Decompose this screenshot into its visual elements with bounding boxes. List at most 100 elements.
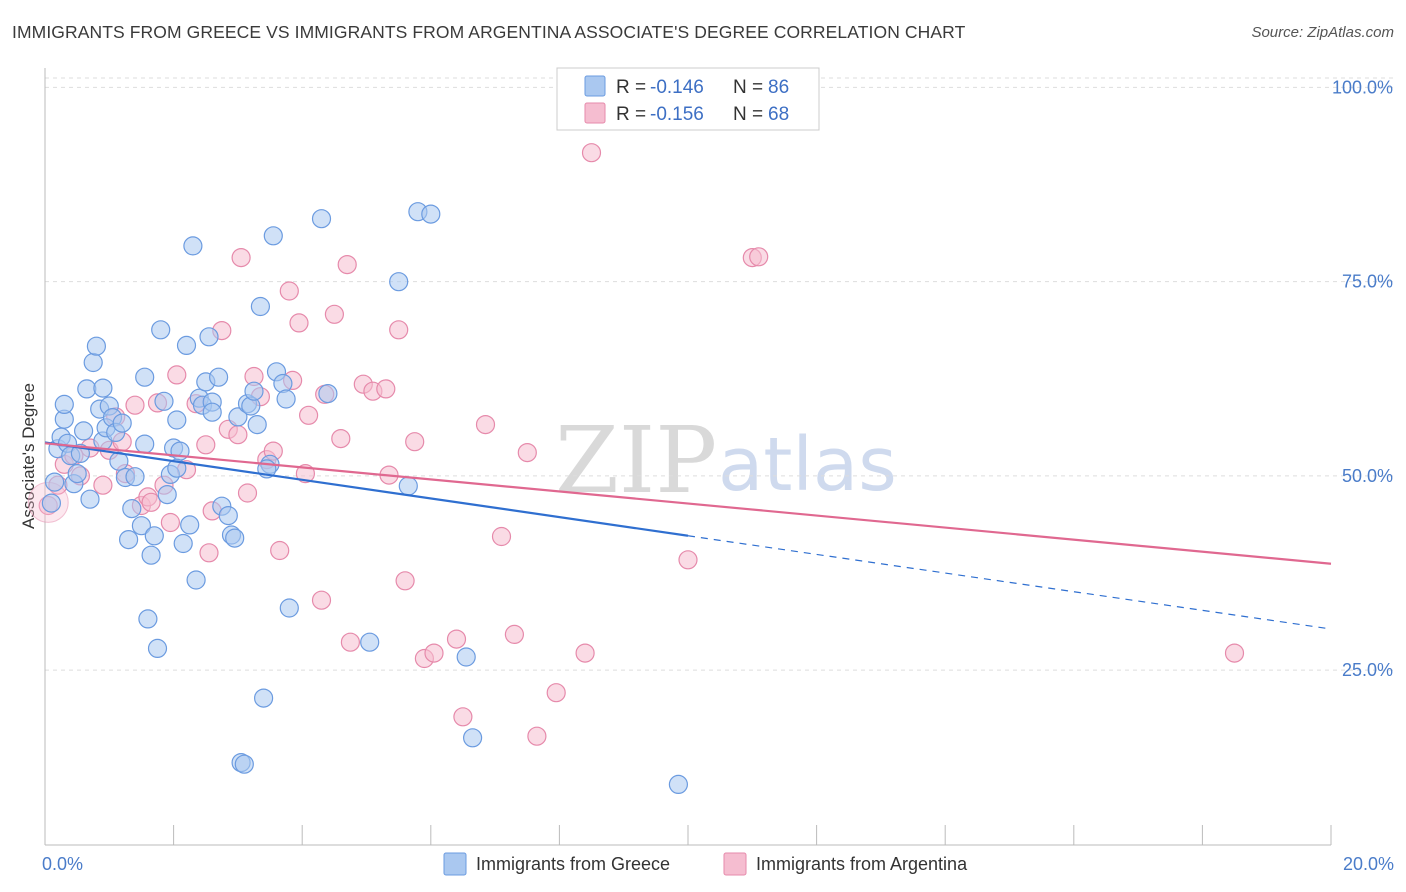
argentina-point-44 bbox=[340, 632, 360, 652]
greece-point-43 bbox=[183, 236, 203, 256]
watermark-zip: ZIP bbox=[555, 407, 717, 514]
legend-n-value-greece: 86 bbox=[768, 77, 789, 98]
y-tick-label-75: 75.0% bbox=[1342, 272, 1393, 292]
greece-point-41 bbox=[176, 335, 197, 355]
greece-point-80 bbox=[54, 394, 74, 414]
y-tick-label-100: 100.0% bbox=[1332, 77, 1393, 97]
source-credit: Source: ZipAtlas.com bbox=[1251, 24, 1394, 41]
argentina-point-61 bbox=[546, 683, 566, 703]
argentina-point-11 bbox=[125, 395, 145, 415]
greece-point-44 bbox=[186, 570, 206, 590]
argentina-point-36 bbox=[289, 313, 309, 333]
argentina-point-50 bbox=[395, 571, 415, 591]
legend-swatch-greece bbox=[584, 75, 606, 97]
y-tick-label-25: 25.0% bbox=[1342, 660, 1393, 680]
argentina-point-21 bbox=[196, 435, 216, 455]
series-legend-swatch-argentina bbox=[723, 852, 747, 876]
argentina-point-51 bbox=[405, 432, 425, 452]
greece-point-34 bbox=[154, 391, 174, 411]
argentina-point-38 bbox=[299, 405, 319, 425]
argentina-point-56 bbox=[475, 415, 496, 435]
y-tick-label-50: 50.0% bbox=[1342, 466, 1393, 486]
greece-point-82 bbox=[202, 402, 222, 422]
argentina-point-27 bbox=[231, 248, 251, 268]
series-legend-label-greece: Immigrants from Greece bbox=[476, 854, 670, 874]
legend-n-value-argentina: 68 bbox=[768, 104, 789, 125]
greece-point-63 bbox=[254, 688, 274, 708]
y-axis-label: Associate's Degree bbox=[19, 383, 38, 529]
series-legend: Immigrants from Greece Immigrants from A… bbox=[443, 852, 968, 876]
greece-point-71 bbox=[318, 384, 338, 404]
x-tick-label-min: 0.0% bbox=[42, 854, 83, 874]
greece-point-31 bbox=[144, 526, 164, 546]
argentina-point-66 bbox=[749, 247, 769, 267]
greece-point-25 bbox=[122, 499, 142, 519]
y-tick-labels: 25.0% 50.0% 75.0% 100.0% bbox=[1332, 77, 1393, 680]
argentina-point-17 bbox=[160, 512, 180, 533]
greece-point-61 bbox=[247, 415, 267, 435]
greece-point-29 bbox=[138, 609, 158, 629]
greece-trend-line bbox=[44, 441, 689, 537]
argentina-point-64 bbox=[678, 550, 698, 570]
greece-point-81 bbox=[135, 434, 155, 454]
legend-n-label-argentina: N = bbox=[733, 104, 768, 125]
legend-n-label-greece: N = bbox=[733, 77, 768, 98]
argentina-point-18 bbox=[167, 365, 187, 385]
legend-r-label-argentina: R = bbox=[616, 104, 651, 125]
argentina-point-63 bbox=[581, 143, 602, 163]
greece-point-52 bbox=[218, 505, 238, 526]
greece-point-1 bbox=[44, 472, 65, 492]
x-tick-label-max: 20.0% bbox=[1343, 854, 1394, 874]
greece-point-26 bbox=[125, 467, 145, 487]
greece-point-84 bbox=[93, 378, 113, 398]
greece-point-10 bbox=[73, 421, 94, 441]
argentina-point-39 bbox=[311, 590, 332, 610]
argentina-point-28 bbox=[237, 483, 258, 503]
argentina-point-67 bbox=[1224, 643, 1245, 663]
argentina-point-47 bbox=[376, 379, 396, 399]
greece-point-42 bbox=[180, 515, 200, 535]
greece-point-28 bbox=[135, 367, 155, 387]
x-ticks bbox=[44, 825, 1332, 845]
greece-point-57 bbox=[234, 754, 254, 774]
argentina-point-58 bbox=[504, 624, 525, 645]
greece-point-74 bbox=[398, 476, 418, 496]
argentina-point-42 bbox=[331, 429, 351, 449]
greece-point-76 bbox=[421, 204, 441, 224]
argentina-point-26 bbox=[228, 425, 248, 445]
argentina-trend-line bbox=[44, 442, 1332, 565]
series-legend-swatch-greece bbox=[443, 852, 467, 876]
greece-point-13 bbox=[83, 352, 103, 373]
greece-point-22 bbox=[112, 413, 132, 433]
greece-point-72 bbox=[360, 632, 380, 652]
greece-point-79 bbox=[668, 774, 689, 795]
argentina-point-60 bbox=[527, 726, 547, 746]
greece-point-14 bbox=[86, 336, 107, 356]
greece-point-40 bbox=[173, 533, 193, 554]
greece-point-12 bbox=[80, 489, 100, 509]
greece-point-67 bbox=[273, 373, 293, 394]
greece-trend-extension bbox=[687, 535, 1332, 630]
argentina-point-57 bbox=[491, 526, 512, 547]
legend-swatch-argentina bbox=[584, 102, 606, 124]
trend-lines bbox=[44, 441, 1332, 630]
greece-point-0 bbox=[41, 493, 62, 513]
greece-point-70 bbox=[311, 209, 332, 229]
argentina-point-33 bbox=[270, 540, 290, 561]
greece-point-68 bbox=[276, 389, 296, 409]
greece-point-38 bbox=[167, 410, 187, 430]
greece-point-62 bbox=[250, 296, 270, 317]
watermark-atlas: atlas bbox=[718, 422, 897, 508]
argentina-point-49 bbox=[389, 320, 409, 340]
greece-point-69 bbox=[279, 598, 299, 618]
greece-point-55 bbox=[228, 407, 248, 427]
greece-point-27 bbox=[131, 516, 151, 536]
correlation-legend: R = -0.146 N = 86 R = -0.156 N = 68 bbox=[556, 67, 820, 131]
series-legend-label-argentina: Immigrants from Argentina bbox=[756, 854, 968, 874]
greece-point-8 bbox=[67, 464, 87, 484]
greece-point-77 bbox=[456, 647, 476, 667]
argentina-point-54 bbox=[446, 629, 467, 649]
greece-point-48 bbox=[199, 327, 219, 347]
greece-point-50 bbox=[209, 367, 229, 387]
